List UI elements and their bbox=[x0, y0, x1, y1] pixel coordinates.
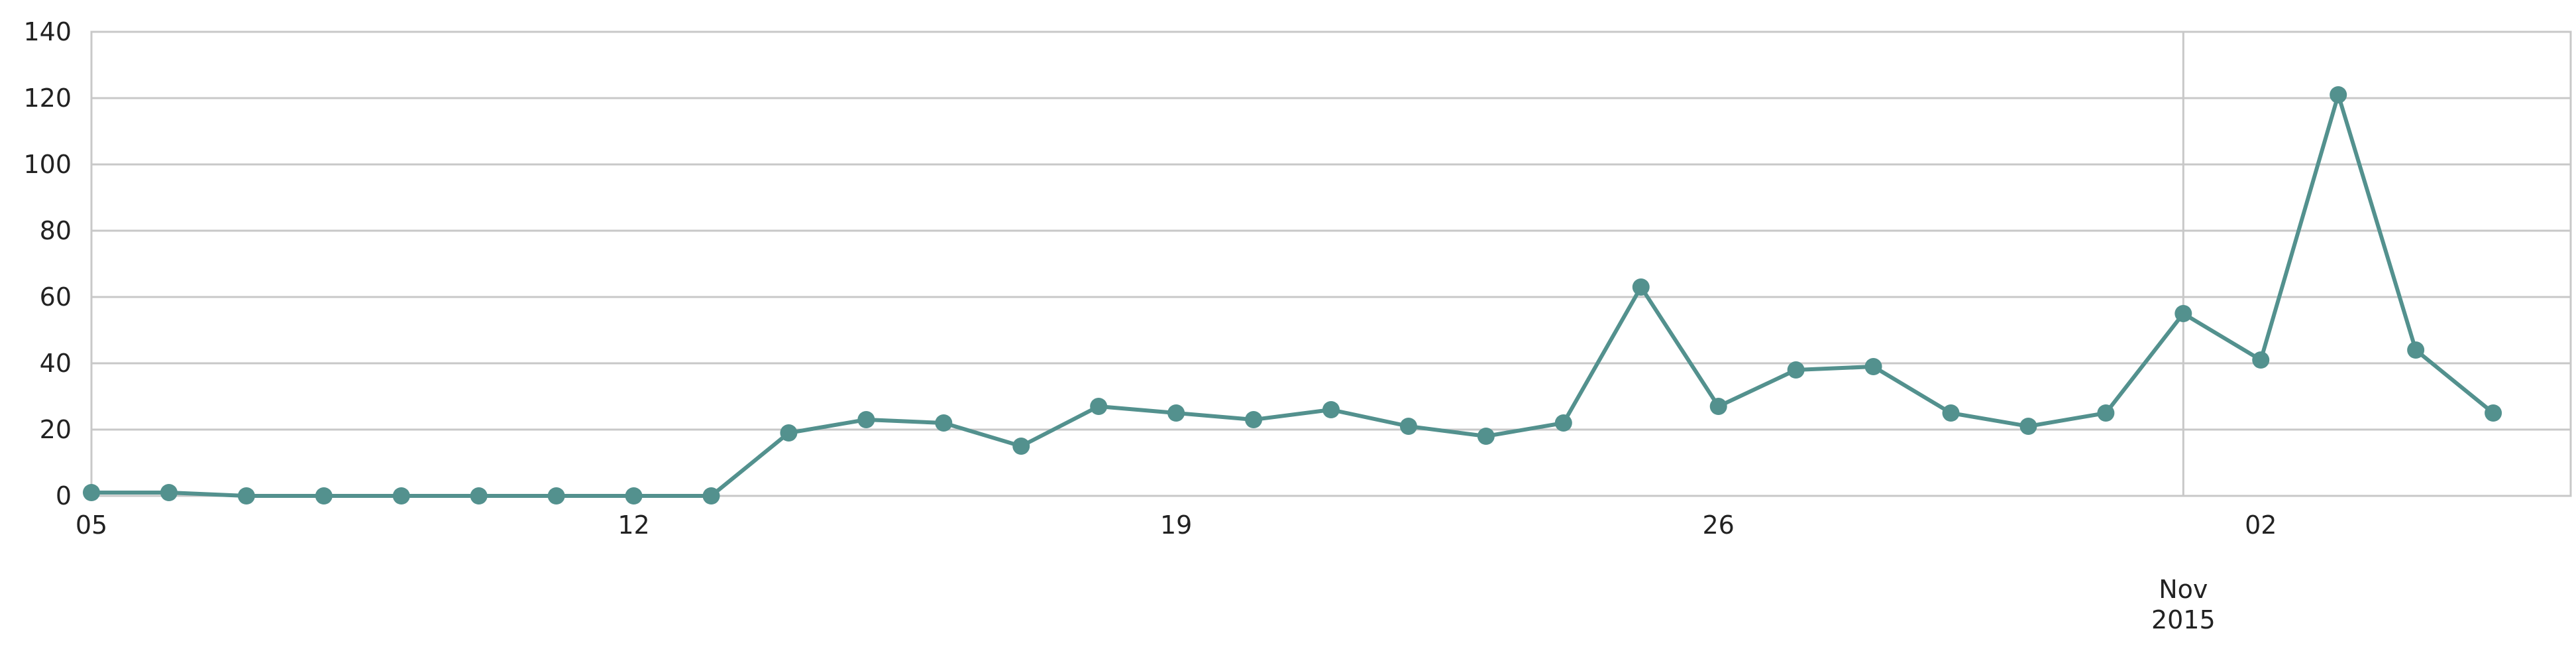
x-tick-label: 19 bbox=[1160, 510, 1192, 540]
data-point bbox=[1477, 428, 1495, 445]
data-point bbox=[2252, 351, 2270, 369]
data-point bbox=[780, 424, 798, 442]
data-point bbox=[470, 487, 488, 505]
data-point bbox=[1399, 418, 1417, 435]
y-tick-label: 20 bbox=[40, 415, 72, 444]
data-point bbox=[625, 487, 643, 505]
data-point bbox=[1090, 398, 1108, 415]
y-tick-label: 40 bbox=[40, 349, 72, 378]
data-point bbox=[1012, 438, 1030, 455]
data-point bbox=[935, 414, 953, 432]
grid bbox=[91, 30, 2571, 497]
y-tick-label: 0 bbox=[56, 481, 72, 510]
data-point bbox=[2174, 305, 2192, 322]
y-tick-label: 80 bbox=[40, 216, 72, 245]
data-point bbox=[1322, 401, 1340, 418]
data-point bbox=[547, 487, 565, 505]
data-point bbox=[1709, 398, 1727, 415]
data-point bbox=[2097, 404, 2115, 422]
data-point bbox=[237, 487, 255, 505]
data-point bbox=[392, 487, 410, 505]
data-point bbox=[702, 487, 720, 505]
month-label: Nov bbox=[2159, 575, 2208, 604]
data-point bbox=[857, 411, 875, 428]
y-axis: 0 20 40 60 80 100 120 140 bbox=[23, 17, 72, 510]
series bbox=[83, 86, 2502, 505]
data-point bbox=[2485, 404, 2502, 422]
y-tick-label: 60 bbox=[40, 282, 72, 312]
x-tick-label: 02 bbox=[2245, 510, 2277, 540]
data-point bbox=[2019, 418, 2037, 435]
x-tick-label: 12 bbox=[617, 510, 649, 540]
x-tick-label: 26 bbox=[1703, 510, 1735, 540]
x-tick-label: 05 bbox=[76, 510, 107, 540]
data-point bbox=[1942, 404, 1960, 422]
data-point bbox=[1787, 361, 1805, 379]
y-tick-label: 140 bbox=[23, 17, 72, 46]
data-point bbox=[1245, 411, 1263, 428]
y-tick-label: 100 bbox=[23, 150, 72, 179]
data-point bbox=[1864, 358, 1882, 375]
data-point bbox=[1632, 278, 1650, 296]
data-point bbox=[2407, 341, 2425, 359]
data-point bbox=[315, 487, 333, 505]
data-point bbox=[83, 484, 100, 501]
data-point bbox=[160, 484, 178, 501]
plot-frame bbox=[90, 30, 2572, 497]
x-axis: 05 12 19 26 02 bbox=[76, 510, 2277, 540]
series-line bbox=[91, 93, 2495, 498]
data-point bbox=[2330, 86, 2347, 103]
data-point bbox=[1167, 404, 1185, 422]
data-point bbox=[1554, 414, 1572, 432]
year-label: 2015 bbox=[2151, 605, 2216, 634]
y-tick-label: 120 bbox=[23, 84, 72, 113]
